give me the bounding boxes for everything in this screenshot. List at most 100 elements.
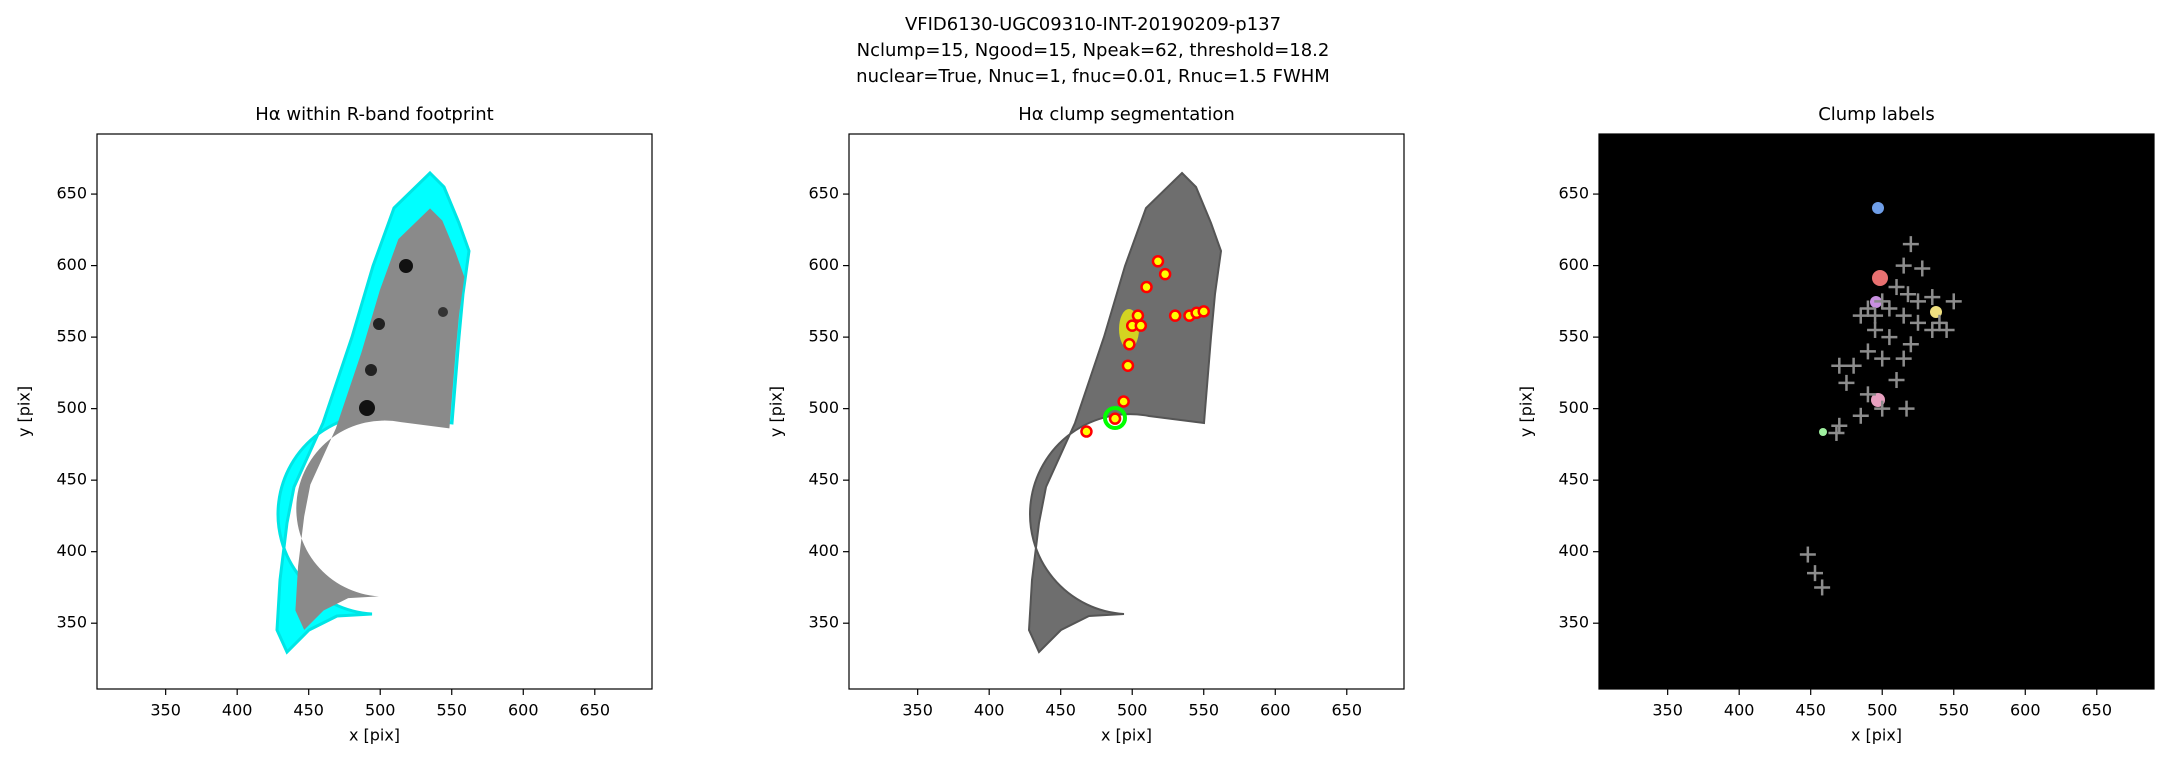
x-tick-label: 600 <box>1260 701 1291 720</box>
y-axis-label: y [pix] <box>1517 386 1536 437</box>
label-blob <box>1872 270 1888 286</box>
peak-marker <box>1859 386 1876 403</box>
peak-marker <box>1831 357 1848 374</box>
peak-marker <box>1945 293 1962 310</box>
x-tick-label: 500 <box>365 701 396 720</box>
background <box>1599 134 2154 689</box>
x-tick-label: 550 <box>1938 701 1969 720</box>
clump-marker <box>1108 412 1122 425</box>
y-tick-label: 450 <box>1558 470 1589 489</box>
y-tick-label: 550 <box>56 327 87 346</box>
y-tick-label: 650 <box>1558 184 1589 203</box>
peak-marker <box>1898 400 1915 417</box>
y-axis-label: y [pix] <box>15 386 34 437</box>
clump-marker <box>1131 309 1145 322</box>
peak-marker <box>1881 300 1898 317</box>
peak-marker <box>1799 546 1816 563</box>
x-tick-label: 550 <box>436 701 467 720</box>
x-tick-label: 600 <box>2010 701 2041 720</box>
peak-marker <box>1902 336 1919 353</box>
label-blob <box>1819 428 1827 436</box>
peak-marker <box>1874 350 1891 367</box>
clump-marker <box>1151 255 1165 268</box>
axes-frame <box>96 133 653 690</box>
peak-marker <box>1895 307 1912 324</box>
figure-title: nuclear=True, Nnuc=1, fnuc=0.01, Rnuc=1.… <box>856 66 1330 87</box>
y-tick-label: 550 <box>1558 327 1589 346</box>
nucleus <box>1103 406 1127 430</box>
blob <box>438 307 448 317</box>
x-tick-label: 400 <box>1724 701 1755 720</box>
clump-marker <box>1197 305 1210 318</box>
clump-marker <box>1080 425 1093 438</box>
x-tick-label: 350 <box>902 701 933 720</box>
peak-marker <box>1909 314 1926 331</box>
peak-marker <box>1828 424 1845 441</box>
axes-title: Hα clump segmentation <box>1018 104 1235 125</box>
y-tick-label: 600 <box>1558 255 1589 274</box>
y-tick-label: 400 <box>1558 541 1589 560</box>
clump-marker <box>1123 338 1136 351</box>
peak-marker <box>1845 357 1862 374</box>
peak-marker <box>1838 374 1855 391</box>
y-tick-label: 600 <box>56 255 87 274</box>
x-tick-label: 650 <box>580 701 611 720</box>
y-tick-label: 450 <box>808 470 839 489</box>
blob <box>373 318 385 330</box>
figure-title: Nclump=15, Ngood=15, Npeak=62, threshold… <box>857 40 1330 61</box>
peak-marker <box>1806 565 1823 582</box>
peak-marker <box>1852 407 1869 424</box>
x-tick-label: 450 <box>1045 701 1076 720</box>
x-tick-label: 400 <box>974 701 1005 720</box>
y-tick-label: 500 <box>808 398 839 417</box>
clump-marker <box>1121 359 1135 372</box>
x-tick-label: 550 <box>1188 701 1219 720</box>
figure-title: VFID6130-UGC09310-INT-20190209-p137 <box>905 14 1281 35</box>
peak-marker <box>1867 307 1884 324</box>
peak-marker <box>1859 343 1876 360</box>
blob <box>359 400 375 416</box>
peak-marker <box>1909 293 1926 310</box>
peak-marker <box>1859 300 1876 317</box>
labels-image <box>1599 134 2154 689</box>
x-tick-label: 400 <box>222 701 253 720</box>
x-tick-label: 650 <box>1332 701 1363 720</box>
x-tick-label: 500 <box>1117 701 1148 720</box>
peak-marker <box>1888 279 1905 296</box>
peak-marker <box>1874 400 1891 417</box>
clump-marker <box>1168 309 1182 322</box>
axes-title: Hα within R-band footprint <box>255 104 493 125</box>
y-tick-label: 400 <box>56 541 87 560</box>
clump-marker <box>1134 319 1148 332</box>
y-tick-label: 500 <box>56 398 87 417</box>
axes-frame <box>848 133 1405 690</box>
peak-marker <box>1895 350 1912 367</box>
segmentation-image <box>1028 172 1222 653</box>
peak-marker <box>1924 321 1941 338</box>
peak-marker <box>1881 329 1898 346</box>
x-axis-label: x [pix] <box>349 726 400 745</box>
y-tick-label: 400 <box>808 541 839 560</box>
label-blob <box>1872 202 1884 214</box>
x-tick-label: 450 <box>1795 701 1826 720</box>
x-tick-label: 450 <box>293 701 324 720</box>
peak-marker <box>1867 321 1884 338</box>
clump-marker <box>1140 280 1153 294</box>
clump-marker <box>1117 395 1130 408</box>
footprint-image <box>275 171 471 654</box>
clump-marker <box>1158 267 1172 281</box>
peak-marker <box>1938 321 1955 338</box>
peak-marker <box>1852 307 1869 324</box>
x-tick-label: 350 <box>150 701 181 720</box>
blob <box>365 364 377 376</box>
y-tick-label: 450 <box>56 470 87 489</box>
x-axis-label: x [pix] <box>1101 726 1152 745</box>
blob <box>399 259 413 273</box>
y-axis-label: y [pix] <box>767 386 786 437</box>
axes-frame <box>1598 133 2155 690</box>
y-tick-label: 650 <box>56 184 87 203</box>
peak-marker <box>1914 260 1931 277</box>
y-tick-label: 350 <box>1558 613 1589 632</box>
y-tick-label: 350 <box>808 613 839 632</box>
